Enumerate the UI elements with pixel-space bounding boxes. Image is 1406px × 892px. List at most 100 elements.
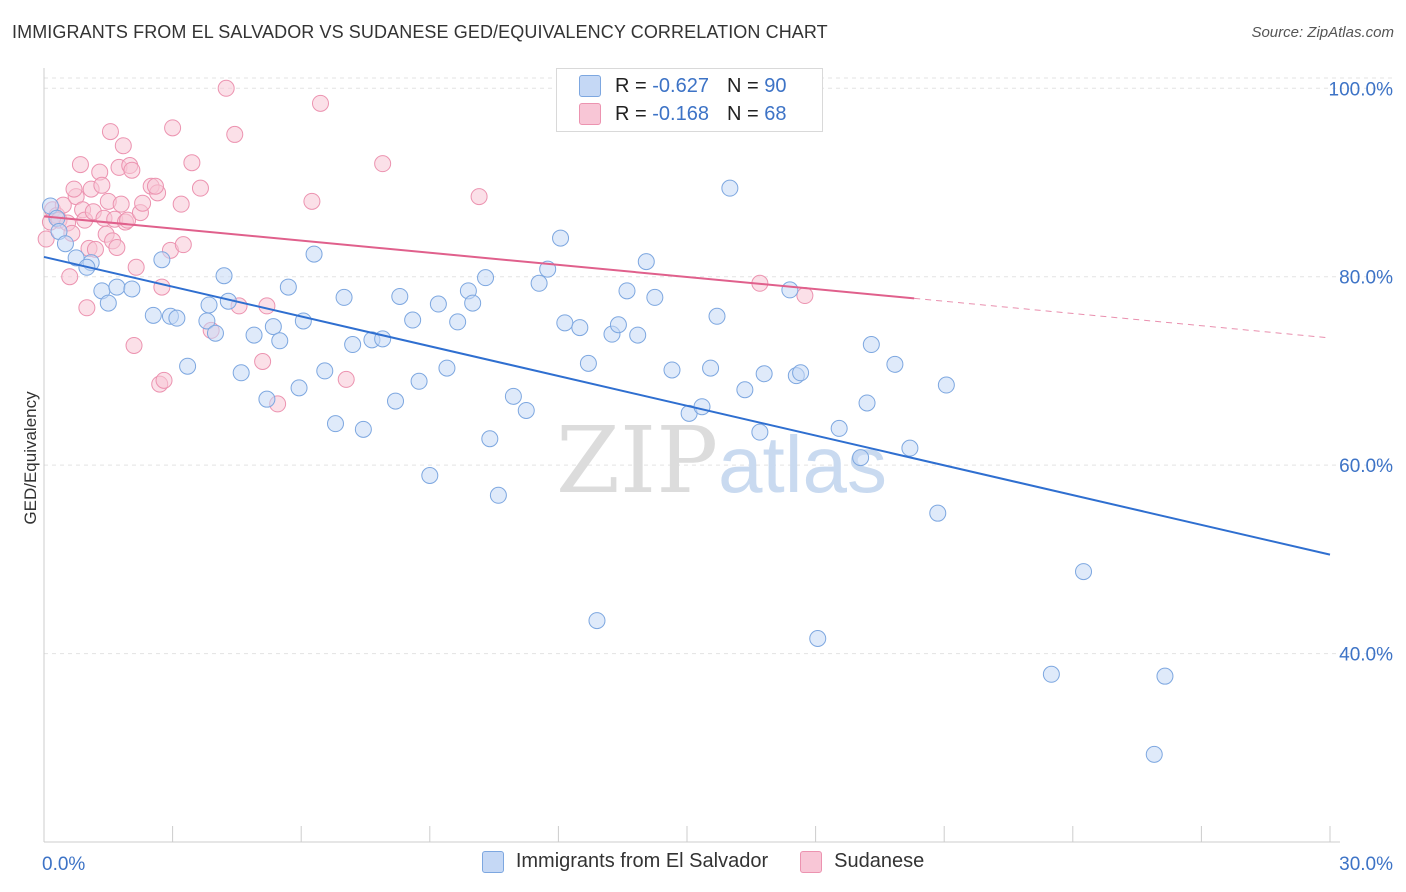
grid-lines [44,77,1395,655]
sudanese-point [470,188,488,206]
el-salvador-point [504,387,522,405]
el-salvador-point [179,357,197,375]
sudanese-point [217,79,235,97]
el-salvador-point [792,364,810,382]
el-salvador-point [215,267,233,285]
sudanese-point [71,156,89,174]
sudanese-point [164,119,182,137]
el-salvador-point [781,281,799,299]
sudanese-point [78,299,96,317]
legend-label: Immigrants from El Salvador [515,850,769,872]
sudanese-point [93,176,111,194]
el-salvador-point [809,629,827,647]
sudanese-point [153,278,171,296]
sudanese-point [37,230,55,248]
legend-r-label: R = [615,74,647,97]
el-salvador-point [271,332,289,350]
el-salvador-point [618,282,636,300]
el-salvador-point [629,326,647,344]
legend-swatch-blue [579,75,601,97]
watermark-zip: ZIP [556,407,718,514]
series-legend: Immigrants from El Salvador Sudanese [0,850,1406,873]
el-salvador-point [264,318,282,336]
el-salvador-point [609,316,627,334]
el-salvador-trend-line [43,255,1331,556]
sudanese-point [258,297,276,315]
el-salvador-point [354,420,372,438]
el-salvador-point [429,295,447,313]
el-salvador-point [232,364,250,382]
legend-swatch-pink [800,850,823,873]
el-salvador-point [646,288,664,306]
sudanese-point [254,352,272,370]
el-salvador-point [404,311,422,329]
sudanese-point [303,192,321,210]
el-salvador-point [387,392,405,410]
el-salvador-point [571,319,589,337]
sudanese-point [108,238,126,256]
sudanese-point [796,287,814,305]
trend-lines [43,215,1331,556]
sudanese-point [146,177,164,195]
el-salvador-point [438,359,456,377]
sudanese-point [311,94,329,112]
sudanese-point [174,236,192,254]
sudanese-point [114,137,132,155]
el-salvador-point [858,394,876,412]
sudanese-point [155,371,173,389]
el-salvador-point [144,306,162,324]
y-axis-label: GED/Equivalency [21,391,40,525]
el-salvador-point [305,245,323,263]
el-salvador-point [579,354,597,372]
y-tick-label: 100.0% [1329,79,1394,100]
el-salvador-point [886,355,904,373]
el-salvador-point [489,486,507,504]
el-salvador-point [830,419,848,437]
sudanese-point [125,336,143,354]
legend-item-sudanese[interactable]: Sudanese [800,850,924,873]
legend-label: Sudanese [834,850,925,872]
el-salvador-point [556,314,574,332]
legend-n-value: 90 [764,74,787,97]
el-salvador-point [751,423,769,441]
el-salvador-point [464,294,482,312]
el-salvador-point [755,365,773,383]
el-salvador-point [1156,667,1174,685]
el-salvador-point [200,296,218,314]
sudanese-point [226,125,244,143]
el-salvador-point [552,229,570,247]
legend-r-value: -0.168 [652,102,709,125]
el-salvador-point [410,372,428,390]
el-salvador-point [108,278,126,296]
sudanese-point [337,370,355,388]
el-salvador-point [862,336,880,354]
el-salvador-point [530,274,548,292]
el-salvador-point [290,379,308,397]
y-tick-label: 60.0% [1339,456,1393,477]
legend-n-label: N = [726,74,759,97]
chart-title: IMMIGRANTS FROM EL SALVADOR VS SUDANESE … [12,22,828,42]
el-salvador-point [344,336,362,354]
el-salvador-point [481,430,499,448]
el-salvador-point [852,449,870,467]
legend-r-value: -0.627 [652,74,709,97]
sudanese-point [123,161,141,179]
correlation-legend: R = -0.627 N = 90 R = -0.168 N = 68 [556,68,823,132]
el-salvador-point [245,326,263,344]
el-salvador-point [517,401,535,419]
el-salvador-point [279,278,297,296]
y-tick-label: 40.0% [1339,645,1393,666]
el-salvador-point [335,288,353,306]
el-salvador-point [477,269,495,287]
el-salvador-point [702,359,720,377]
el-salvador-point [326,415,344,433]
el-salvador-point [56,235,74,253]
el-salvador-point [99,294,117,312]
el-salvador-point [391,287,409,305]
el-salvador-point [693,398,711,416]
legend-item-el-salvador[interactable]: Immigrants from El Salvador [481,850,769,873]
legend-row-el-salvador: R = -0.627 N = 90 [579,72,786,100]
sudanese-point [374,155,392,173]
sudanese-point [191,179,209,197]
legend-swatch-pink [579,103,601,125]
